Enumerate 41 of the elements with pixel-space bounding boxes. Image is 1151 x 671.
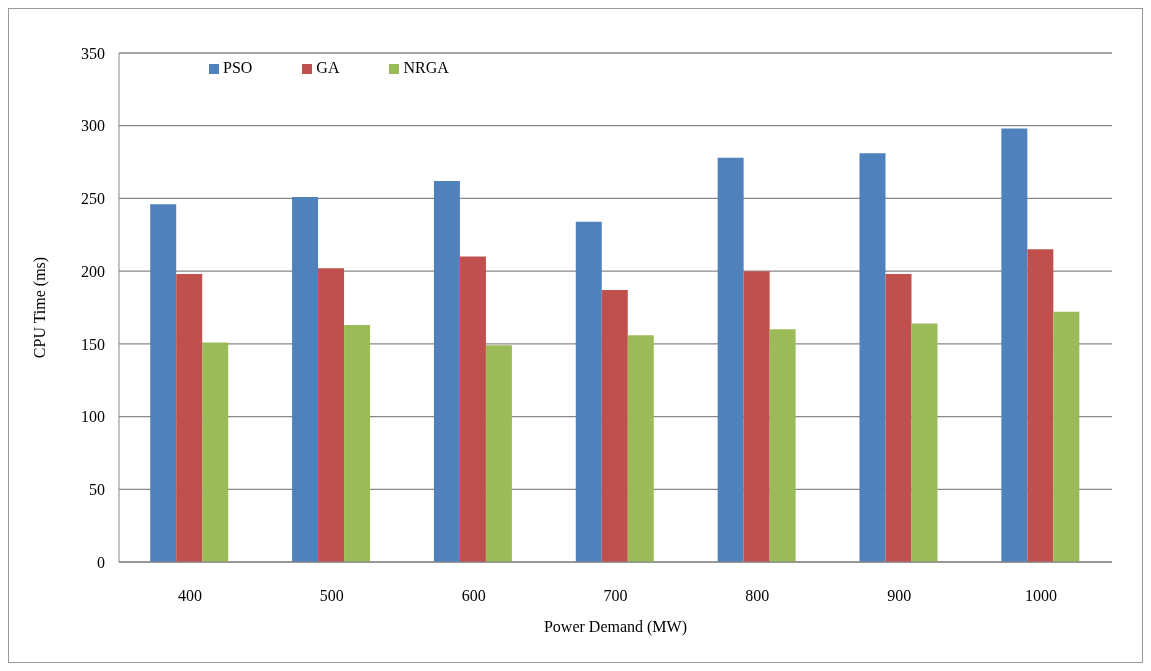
x-tick-label: 700 (603, 587, 628, 605)
y-tick-label: 350 (81, 44, 105, 62)
y-tick-label: 50 (89, 480, 105, 498)
x-tick-label: 800 (745, 587, 770, 605)
bar (885, 274, 912, 562)
bar (1027, 249, 1054, 562)
bar (911, 323, 938, 562)
legend-label: NRGA (403, 59, 449, 76)
bar (344, 324, 371, 562)
bar (1001, 128, 1028, 562)
x-tick-label: 600 (461, 587, 486, 605)
y-tick-label: 0 (97, 553, 105, 571)
x-tick-label: 500 (319, 587, 344, 605)
bar (318, 268, 345, 562)
bar (717, 157, 744, 562)
y-axis-title: CPU Time (ms) (30, 256, 49, 359)
bar (743, 271, 770, 562)
y-tick-label: 100 (81, 408, 105, 426)
bar (150, 204, 177, 562)
bar (859, 153, 886, 562)
bar (202, 342, 229, 562)
y-tick-label: 300 (81, 117, 105, 135)
bar (769, 329, 796, 562)
bar (485, 345, 512, 562)
x-tick-label: 900 (887, 587, 912, 605)
y-tick-label: 200 (81, 262, 105, 280)
y-tick-label: 150 (81, 335, 105, 353)
bar (292, 196, 319, 562)
legend-label: GA (316, 59, 340, 76)
x-tick-label: 400 (177, 587, 202, 605)
x-tick-label: 1000 (1025, 587, 1058, 605)
bar (575, 221, 602, 562)
bar (176, 274, 203, 562)
bar (1053, 311, 1080, 562)
y-tick-label: 250 (81, 190, 105, 208)
bar (601, 290, 628, 562)
bar (433, 180, 460, 562)
bar (627, 335, 654, 562)
x-axis-title: Power Demand (MW) (543, 618, 688, 636)
bar (459, 256, 486, 562)
legend-label: PSO (223, 59, 253, 76)
